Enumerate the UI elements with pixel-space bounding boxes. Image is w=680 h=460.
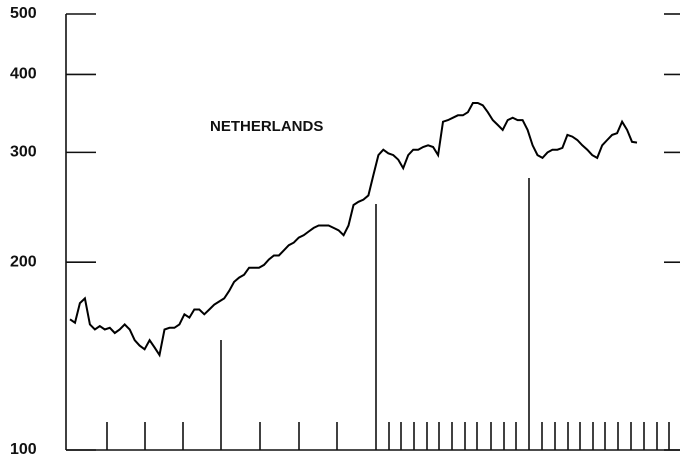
chart-title: NETHERLANDS xyxy=(210,118,323,135)
y-tick-label: 300 xyxy=(10,144,37,161)
y-tick-label: 100 xyxy=(10,441,37,455)
y-tick-label: 400 xyxy=(10,66,37,83)
data-line xyxy=(69,102,638,358)
y-tick-label: 200 xyxy=(10,253,37,270)
y-tick-label: 500 xyxy=(10,5,37,22)
